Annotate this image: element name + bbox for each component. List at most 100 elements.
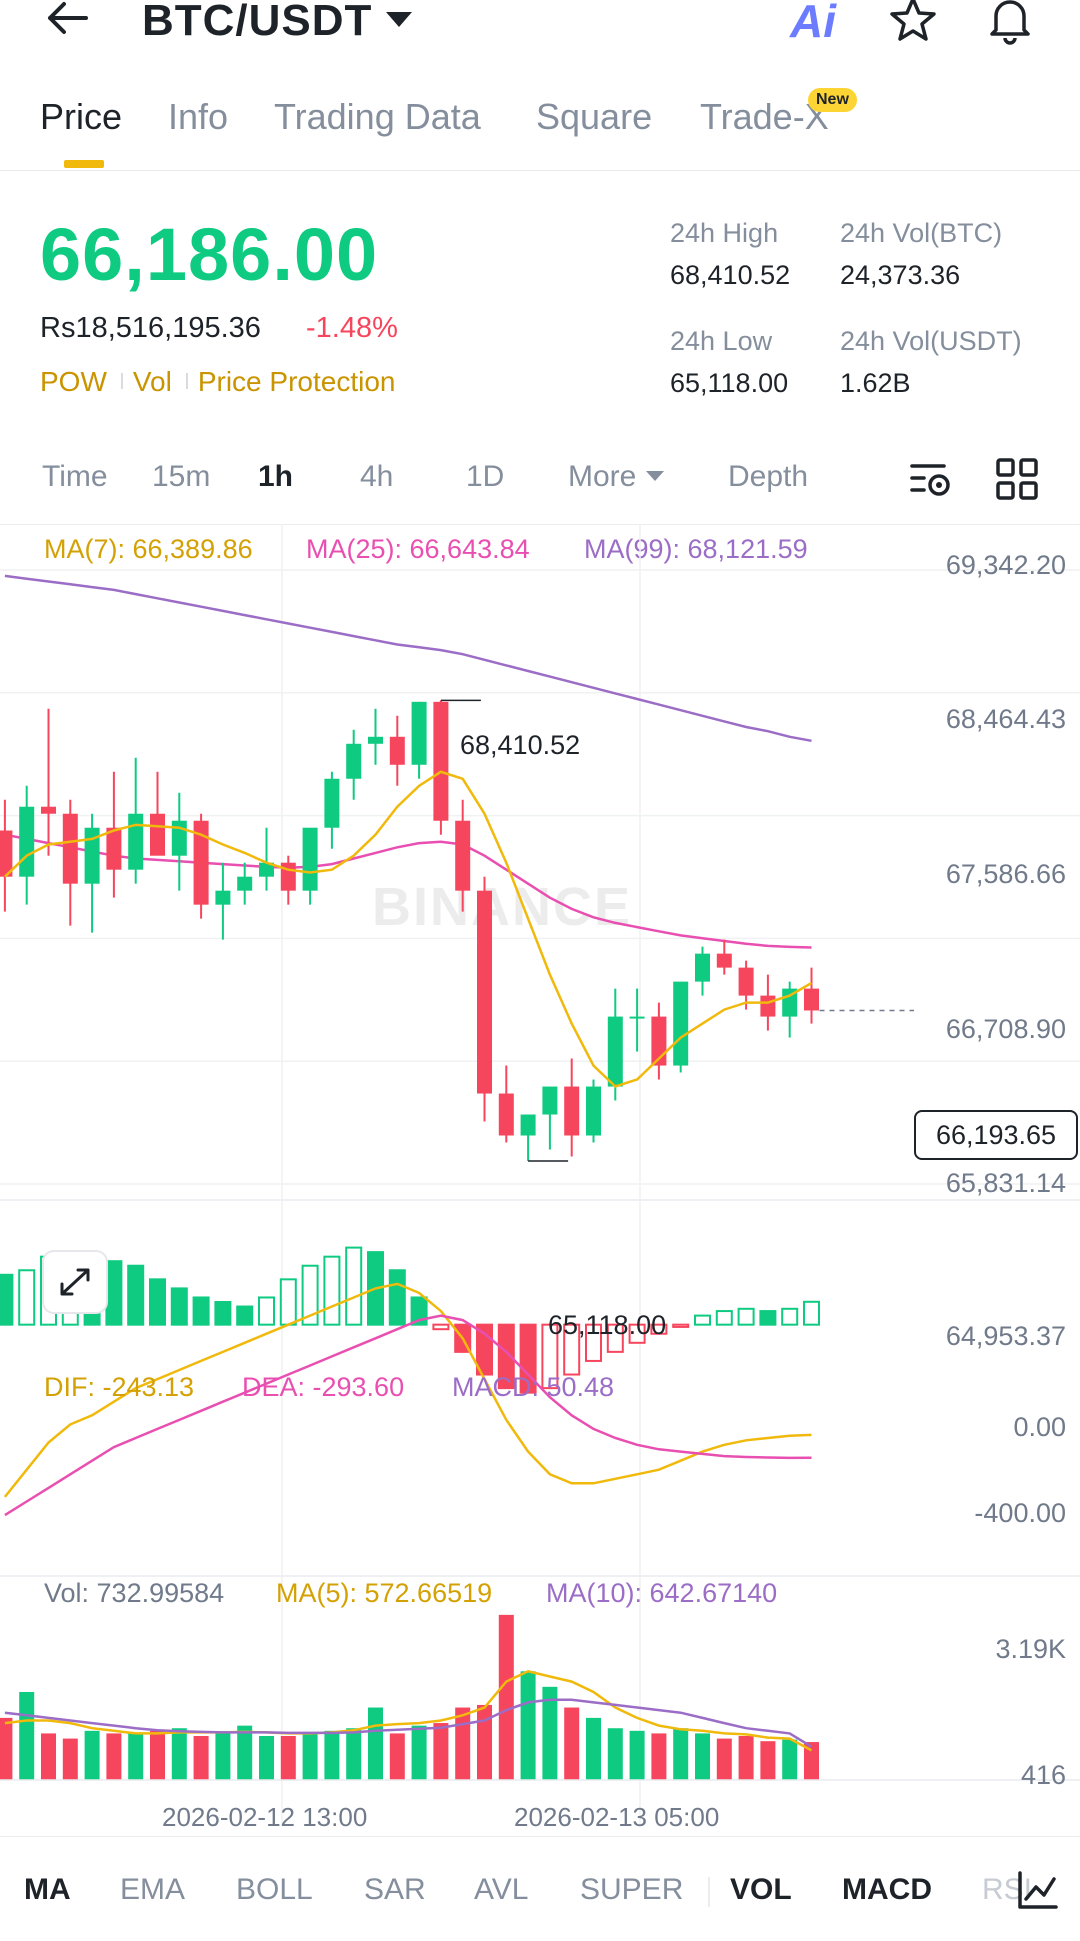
grid-layout-icon[interactable] (994, 456, 1040, 502)
high-label: 24h High (670, 218, 779, 248)
vol-link[interactable]: Vol (132, 366, 172, 397)
macd-histogram-bar (149, 1278, 166, 1326)
volume-bar (804, 1742, 819, 1780)
price-axis-label: 68,464.43 (945, 704, 1066, 734)
volume-ma10-legend: MA(10): 642.67140 (546, 1578, 778, 1608)
interval-time[interactable]: Time (42, 460, 108, 493)
volume-bar (760, 1741, 776, 1780)
pow-link[interactable]: POW (40, 366, 107, 397)
macd-histogram-bar (737, 1307, 755, 1326)
volume-bar (738, 1736, 754, 1780)
time-axis-label: 2026-02-12 13:00 (162, 1802, 368, 1832)
indicator-sar[interactable]: SAR (364, 1873, 426, 1906)
active-tab-indicator (64, 160, 104, 168)
indicator-rsi[interactable]: RSI (982, 1873, 1033, 1906)
section-tabs: Price Info Trading Data Square Trade-X (0, 90, 1080, 171)
vol-usdt-label: 24h Vol(USDT) (840, 326, 1022, 356)
candle (564, 1086, 580, 1136)
indicator-settings-icon[interactable] (1014, 1867, 1060, 1913)
indicator-super[interactable]: SUPER (580, 1873, 684, 1906)
chart-settings-icon[interactable] (908, 456, 954, 502)
pair-selector[interactable]: BTC/USDT (142, 0, 413, 46)
tab-trade-x[interactable]: Trade-X (700, 96, 829, 137)
bell-icon[interactable] (984, 0, 1036, 46)
indicator-boll[interactable]: BOLL (236, 1873, 313, 1906)
high-value: 68,410.52 (670, 260, 791, 290)
chevron-down-icon (386, 12, 413, 27)
candle (716, 953, 732, 968)
local-currency-price: Rs18,516,195.36 (40, 312, 261, 344)
candle (738, 967, 754, 996)
tab-trading-data[interactable]: Trading Data (274, 96, 481, 137)
macd-histogram-bar (279, 1278, 297, 1326)
interval-1h[interactable]: 1h (258, 460, 294, 493)
back-arrow-icon[interactable] (42, 0, 92, 40)
macd-histogram-bar (715, 1310, 733, 1326)
volume-bar (324, 1730, 340, 1780)
binance-watermark: BINANCE (372, 877, 633, 937)
candle (629, 1016, 645, 1019)
volume-bar (0, 1717, 13, 1780)
ma7-line (4, 770, 813, 1088)
interval-more[interactable]: More (568, 460, 665, 494)
low-value: 65,118.00 (670, 368, 789, 398)
candle (62, 813, 78, 884)
volume-bar (673, 1728, 689, 1780)
volume-bar (564, 1707, 580, 1780)
candle (498, 1093, 514, 1136)
volume-ma10-line (4, 1698, 813, 1748)
macd-histogram-bar (0, 1273, 14, 1326)
candle (128, 813, 144, 870)
candlestick-chart[interactable] (0, 524, 1080, 1824)
volume-bar (455, 1707, 471, 1780)
volume-bar (498, 1614, 514, 1780)
macd-histogram-bar (606, 1323, 624, 1353)
price-axis-label: 67,586.66 (945, 859, 1066, 889)
fullscreen-button[interactable] (42, 1250, 108, 1314)
price-protection-link[interactable]: Price Protection (197, 366, 396, 397)
indicator-avl[interactable]: AVL (474, 1873, 529, 1906)
last-price: 66,186.00 (40, 213, 379, 296)
macd-histogram-bar (497, 1323, 515, 1390)
tab-info[interactable]: Info (168, 96, 229, 137)
macd-value-legend: MACD: 50.48 (452, 1372, 615, 1402)
macd-dif-line (3, 1282, 812, 1498)
macd-dif-legend: DIF: -243.13 (44, 1372, 195, 1402)
volume-bar (41, 1733, 56, 1780)
interval-4h[interactable]: 4h (360, 460, 394, 493)
volume-bar (716, 1738, 732, 1780)
interval-15m[interactable]: 15m (152, 460, 211, 493)
indicator-ma[interactable]: MA (24, 1873, 71, 1906)
candle (695, 953, 710, 982)
price-axis-label: 69,342.20 (945, 550, 1066, 580)
macd-dea-legend: DEA: -293.60 (242, 1372, 405, 1402)
ai-icon[interactable]: Ai (790, 0, 836, 47)
tab-price[interactable]: Price (40, 96, 123, 137)
macd-histogram-bar (323, 1255, 341, 1326)
star-icon[interactable] (888, 0, 938, 44)
macd-axis-label: 0.00 (1013, 1412, 1066, 1442)
volume-bar (542, 1686, 558, 1780)
macd-histogram-bar (541, 1323, 559, 1390)
candle (607, 1016, 623, 1087)
indicator-vol[interactable]: VOL (730, 1873, 792, 1906)
vol-btc-value: 24,373.36 (840, 260, 961, 290)
indicator-ema[interactable]: EMA (120, 1873, 186, 1906)
macd-histogram-bar (650, 1323, 668, 1335)
volume-bar (433, 1723, 449, 1780)
volume-axis-label: 416 (1020, 1760, 1066, 1790)
tab-square[interactable]: Square (536, 96, 653, 137)
volume-bar (280, 1736, 296, 1780)
macd-histogram-bar (105, 1260, 123, 1326)
depth-tab[interactable]: Depth (728, 460, 809, 493)
volume-bar (368, 1707, 383, 1780)
indicator-macd[interactable]: MACD (842, 1873, 932, 1906)
volume-bar (128, 1733, 144, 1780)
macd-histogram-bar (236, 1305, 254, 1326)
interval-1d[interactable]: 1D (466, 460, 505, 493)
dropdown-caret-icon (646, 471, 665, 481)
volume-bar (84, 1730, 100, 1780)
candle (455, 820, 471, 891)
candle (171, 820, 187, 856)
volume-ma5-line (4, 1669, 813, 1752)
